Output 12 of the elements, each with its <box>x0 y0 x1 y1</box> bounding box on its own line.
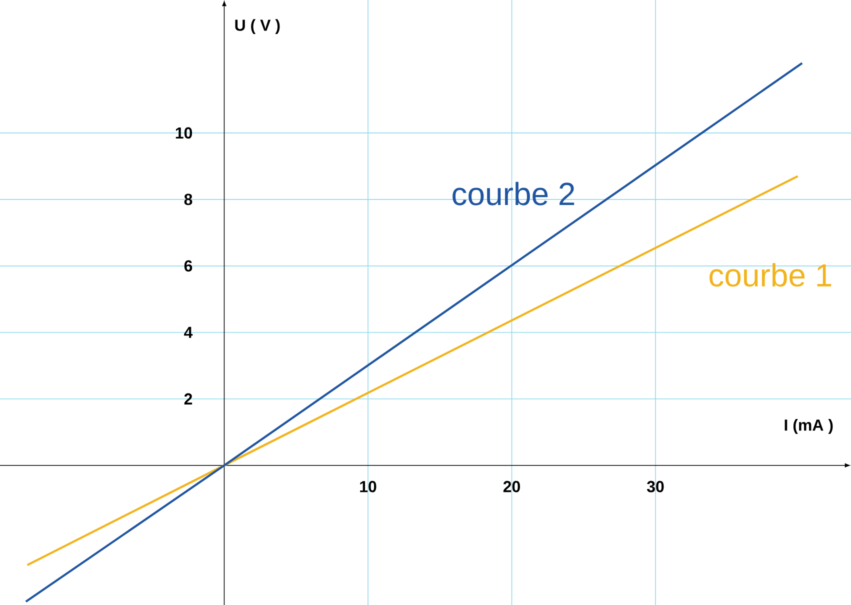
x-tick-label: 30 <box>646 480 664 492</box>
y-tick-label: 8 <box>184 194 192 206</box>
x-axis-title: I (mA ) <box>784 419 833 434</box>
series-label: courbe 1 <box>710 263 832 287</box>
y-tick-label: 4 <box>184 326 193 338</box>
x-tick-label: 10 <box>360 480 376 492</box>
x-tick-label: 20 <box>503 480 520 492</box>
series-label: courbe 2 <box>452 182 574 206</box>
y-tick-label: 6 <box>184 260 192 272</box>
y-tick-label: 10 <box>176 127 192 139</box>
y-axis-title: U ( V ) <box>235 19 280 34</box>
y-tick-label: 2 <box>184 393 192 404</box>
